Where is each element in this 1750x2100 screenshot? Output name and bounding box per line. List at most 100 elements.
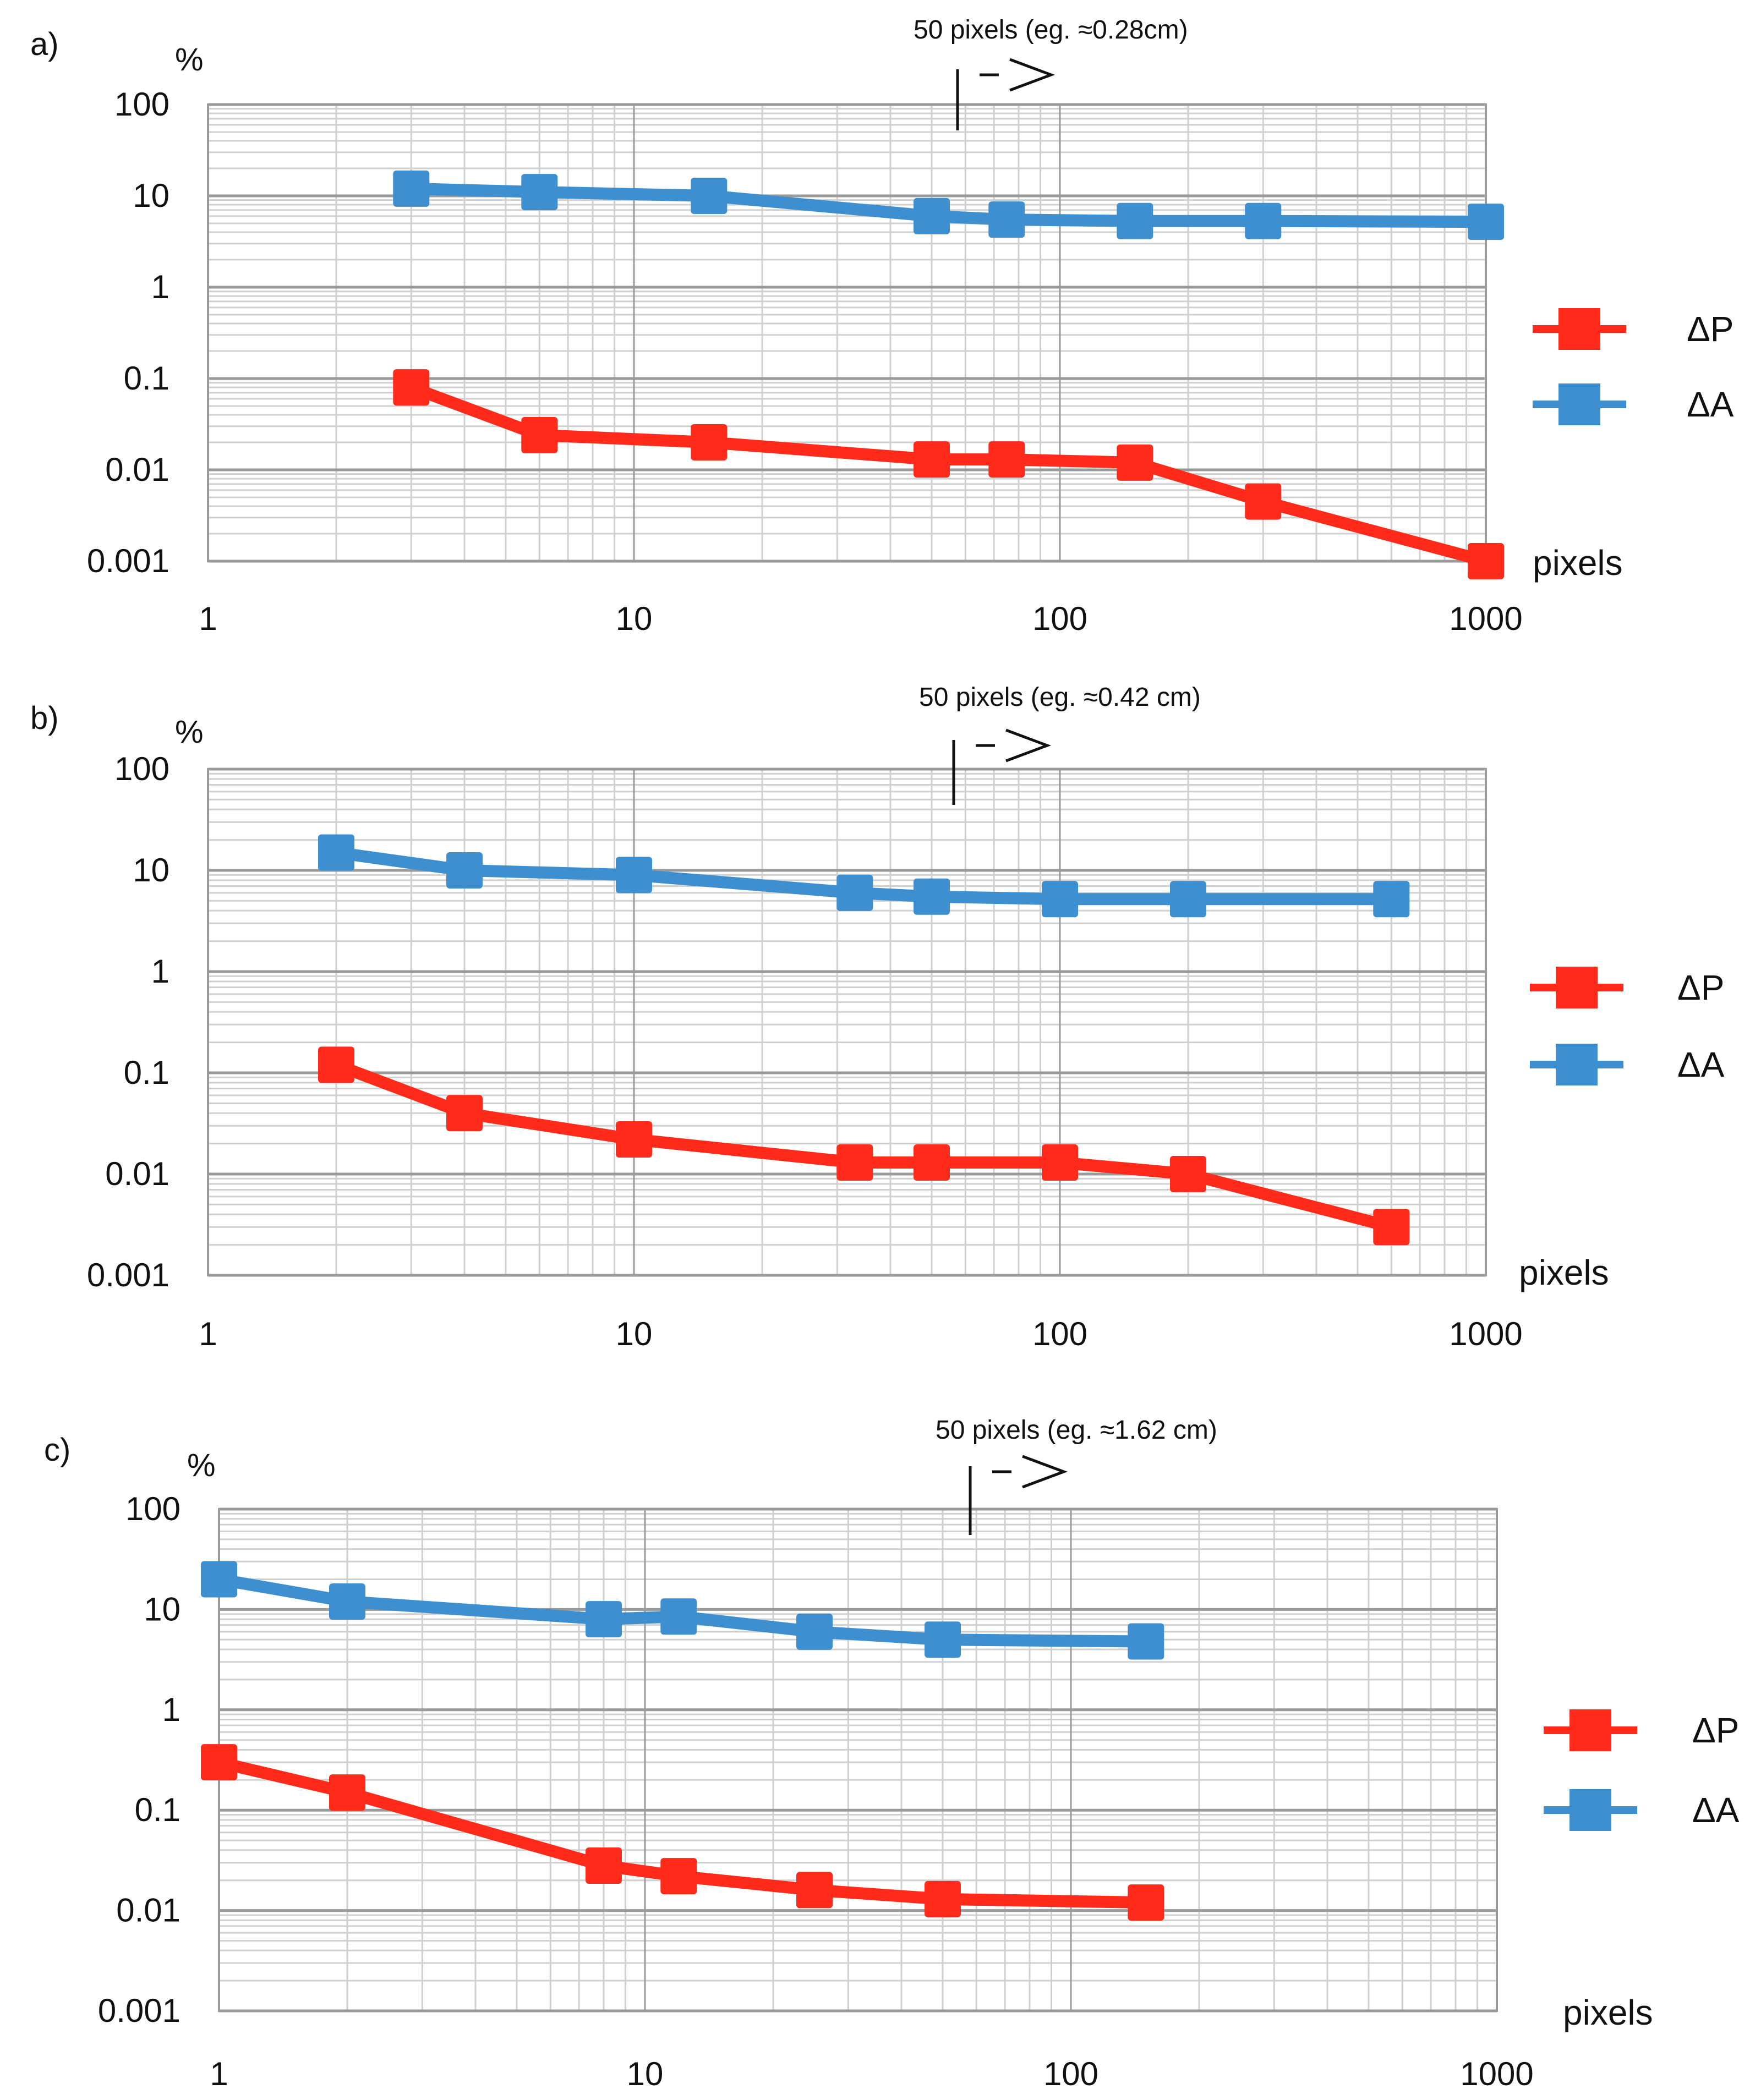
x-tick-label: 100 bbox=[1043, 2055, 1098, 2092]
y-tick-label: 10 bbox=[133, 177, 169, 214]
data-point bbox=[1373, 1209, 1410, 1246]
y-axis-label: % bbox=[175, 42, 204, 78]
chart-panel-b: 100 10 1 0.1 0.01 0.001 1 10 100 1000 b) % pixels 50 … bbox=[30, 683, 1725, 1352]
annotation-arrow-icon bbox=[980, 58, 1056, 92]
panel-label: b) bbox=[30, 700, 59, 736]
x-tick-label: 100 bbox=[1032, 1315, 1087, 1352]
y-tick-label: 100 bbox=[114, 86, 169, 123]
data-point bbox=[446, 852, 483, 889]
legend: ΔP ΔA bbox=[1544, 1709, 1740, 1831]
series-line bbox=[405, 381, 1492, 567]
data-point bbox=[1245, 483, 1282, 520]
y-tick-label: 0.1 bbox=[124, 1054, 169, 1091]
series-delta-p bbox=[318, 1046, 1410, 1246]
y-tick-label: 100 bbox=[114, 750, 169, 787]
data-point bbox=[691, 178, 728, 214]
y-tick-label: 0.001 bbox=[87, 542, 169, 579]
series-delta-p bbox=[201, 1744, 1164, 1921]
data-point bbox=[1169, 881, 1206, 918]
y-tick-label: 1 bbox=[151, 953, 169, 990]
legend-label: ΔA bbox=[1692, 1790, 1740, 1830]
panel-label: a) bbox=[30, 26, 59, 62]
series-line bbox=[330, 1059, 1398, 1233]
x-tick-label: 1 bbox=[199, 600, 217, 637]
series-delta-a bbox=[393, 170, 1504, 240]
plot-frame bbox=[207, 103, 1487, 562]
data-point bbox=[616, 1121, 652, 1158]
legend-marker bbox=[1569, 1709, 1611, 1751]
x-tick-label: 1 bbox=[210, 2055, 228, 2092]
data-point bbox=[1042, 1144, 1078, 1181]
x-tick-label: 10 bbox=[616, 600, 653, 637]
y-tick-label: 1 bbox=[151, 268, 169, 305]
legend: ΔP ΔA bbox=[1530, 967, 1725, 1085]
legend-label: ΔP bbox=[1692, 1710, 1739, 1750]
data-point bbox=[201, 1561, 237, 1598]
x-tick-label: 1000 bbox=[1449, 1315, 1522, 1352]
data-point bbox=[616, 857, 652, 893]
plot-frame bbox=[207, 768, 1487, 1276]
legend-label: ΔP bbox=[1677, 968, 1724, 1007]
y-tick-label: 0.01 bbox=[116, 1892, 181, 1929]
grid bbox=[218, 1507, 1498, 2013]
y-tick-label: 10 bbox=[133, 852, 169, 889]
data-point bbox=[660, 1598, 697, 1635]
y-tick-label: 0.1 bbox=[124, 360, 169, 397]
legend-label: ΔA bbox=[1677, 1045, 1725, 1084]
data-point bbox=[1117, 202, 1153, 239]
data-point bbox=[585, 1847, 622, 1884]
data-point bbox=[1373, 881, 1410, 918]
legend-label: ΔA bbox=[1687, 385, 1734, 424]
data-point bbox=[318, 1046, 354, 1083]
data-point bbox=[914, 198, 950, 234]
x-tick-label: 1000 bbox=[1449, 600, 1522, 637]
data-point bbox=[329, 1774, 365, 1811]
panel-label: c) bbox=[44, 1432, 70, 1468]
data-point bbox=[1117, 444, 1153, 481]
legend-marker bbox=[1556, 967, 1598, 1008]
data-point bbox=[1128, 1623, 1164, 1660]
series-delta-a bbox=[318, 834, 1410, 918]
chart-panel-a: 100 10 1 0.1 0.01 0.001 1 10 100 1000 a) % pixels 50 … bbox=[30, 15, 1734, 637]
series-line bbox=[330, 846, 1398, 906]
y-tick-label: 0.01 bbox=[105, 1155, 169, 1192]
y-tick-label: 0.01 bbox=[105, 451, 169, 488]
legend-marker bbox=[1569, 1789, 1611, 1831]
chart-panel-c: 100 10 1 0.1 0.01 0.001 1 10 100 1000 c) % pixels 50 … bbox=[44, 1416, 1740, 2092]
data-point bbox=[393, 369, 430, 406]
y-tick-label: 10 bbox=[144, 1591, 181, 1627]
data-point bbox=[796, 1872, 833, 1909]
y-tick-label: 0.001 bbox=[98, 1992, 181, 2029]
data-point bbox=[988, 441, 1025, 478]
legend-marker bbox=[1558, 308, 1600, 350]
data-point bbox=[836, 874, 873, 911]
x-tick-label: 1 bbox=[199, 1315, 217, 1352]
data-point bbox=[521, 174, 558, 211]
annotation-text: 50 pixels (eg. ≈1.62 cm) bbox=[936, 1416, 1217, 1445]
data-point bbox=[691, 424, 728, 461]
plot-area bbox=[219, 1509, 1497, 2011]
annotation-text: 50 pixels (eg. ≈0.42 cm) bbox=[919, 683, 1201, 712]
data-point bbox=[925, 1621, 961, 1658]
legend: ΔP ΔA bbox=[1533, 308, 1734, 425]
x-axis-label: pixels bbox=[1533, 543, 1623, 583]
x-axis-label: pixels bbox=[1563, 1993, 1653, 2032]
legend-marker bbox=[1558, 383, 1600, 425]
data-point bbox=[796, 1613, 833, 1650]
x-tick-label: 1000 bbox=[1460, 2055, 1533, 2092]
x-axis-label: pixels bbox=[1519, 1253, 1609, 1292]
data-point bbox=[393, 170, 430, 207]
y-tick-label: 0.1 bbox=[135, 1791, 181, 1828]
data-point bbox=[446, 1095, 483, 1132]
data-point bbox=[914, 878, 950, 915]
legend-label: ΔP bbox=[1687, 309, 1733, 349]
data-point bbox=[1169, 1156, 1206, 1192]
x-tick-label: 10 bbox=[616, 1315, 653, 1352]
data-point bbox=[836, 1144, 873, 1181]
data-point bbox=[1468, 204, 1504, 240]
data-point bbox=[1468, 543, 1504, 579]
data-point bbox=[988, 201, 1025, 238]
data-point bbox=[201, 1744, 237, 1781]
y-tick-label: 0.001 bbox=[87, 1257, 169, 1293]
